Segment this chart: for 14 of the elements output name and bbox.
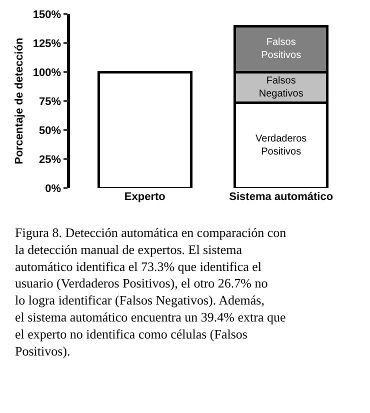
y-tick-label: 75% (39, 96, 62, 108)
x-tick-label: Sistema automático (229, 191, 334, 203)
series-label: Falsos Negativos (258, 75, 304, 100)
series-label: Verdaderos Positivos (256, 133, 307, 158)
y-tick-label: 125% (32, 38, 62, 50)
series-label: Falsos Positivos (261, 37, 302, 62)
text: Figura 8. Detección automática en comparación con la detección manual de expertos. El sistema automático identifica el 73.3% que identifica el usuario (Verdaderos Positivos), el otro 26.7% no lo logra identificar (Falsos Negativos). Además, el sistema automático encuentra un 39.4% extra que el experto no identifica como células (Falsos Positivos). (15, 225, 287, 358)
x-tick-label: Experto (124, 191, 166, 203)
y-axis-title: Porcentaje de detección (14, 37, 26, 164)
y-tick-label: 0% (45, 182, 62, 195)
y-tick-label: 50% (39, 124, 62, 137)
y-tick-label: 150% (32, 8, 62, 21)
y-tick-label: 100% (32, 66, 62, 79)
y-tick-label: 25% (39, 154, 62, 166)
